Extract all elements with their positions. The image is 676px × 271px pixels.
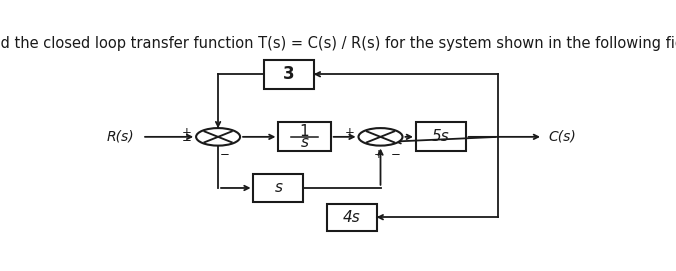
FancyBboxPatch shape — [279, 122, 331, 151]
FancyBboxPatch shape — [264, 60, 314, 89]
Text: 4s: 4s — [343, 210, 360, 225]
Text: −: − — [182, 134, 192, 147]
Text: s: s — [301, 135, 308, 150]
Circle shape — [196, 128, 240, 146]
Text: 5s: 5s — [432, 129, 450, 144]
Text: 1: 1 — [299, 124, 310, 138]
Text: −: − — [220, 148, 230, 161]
Text: Find the closed loop transfer function T(s) = C(s) / R(s) for the system shown i: Find the closed loop transfer function T… — [0, 36, 676, 51]
Text: C(s): C(s) — [548, 130, 576, 144]
Text: 3: 3 — [283, 65, 295, 83]
FancyBboxPatch shape — [254, 175, 304, 202]
Text: R(s): R(s) — [107, 130, 135, 144]
FancyBboxPatch shape — [327, 204, 377, 231]
Text: −: − — [391, 148, 401, 161]
Text: +: + — [345, 126, 354, 139]
Text: +: + — [373, 148, 383, 161]
FancyBboxPatch shape — [416, 122, 466, 151]
Text: s: s — [274, 180, 283, 195]
Circle shape — [358, 128, 402, 146]
Text: +: + — [182, 126, 192, 139]
